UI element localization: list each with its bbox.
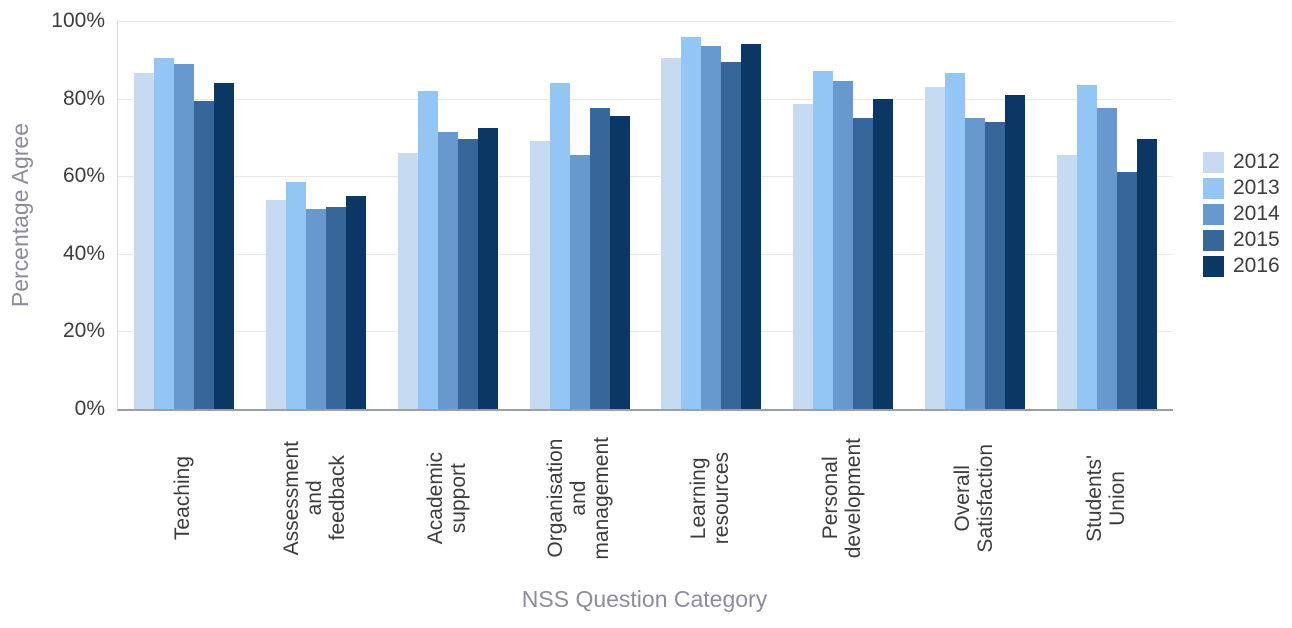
bar	[549, 83, 570, 409]
legend-swatch	[1203, 255, 1224, 277]
legend-label: 2012	[1233, 150, 1280, 173]
bar	[1137, 139, 1158, 409]
legend-item: 2012	[1203, 149, 1280, 175]
category-label-text: Students' Union	[1083, 454, 1130, 542]
bar	[721, 61, 742, 409]
bar	[325, 207, 346, 409]
bar	[529, 141, 550, 409]
bar	[1097, 108, 1118, 409]
category-label: Teaching	[117, 412, 249, 584]
bar	[173, 63, 194, 409]
category-label: Organisation and management	[513, 412, 645, 584]
legend-item: 2013	[1203, 175, 1280, 201]
legend-swatch	[1203, 177, 1224, 199]
legend-item: 2016	[1203, 253, 1280, 279]
gridline	[118, 21, 1173, 22]
plot-area	[117, 21, 1173, 411]
bar	[569, 154, 590, 409]
bar	[457, 139, 478, 409]
bar	[305, 209, 326, 409]
legend-label: 2014	[1233, 202, 1280, 225]
bar	[985, 121, 1006, 409]
bar	[701, 46, 722, 409]
y-tick-label: 20%	[62, 319, 105, 343]
bar	[477, 127, 498, 409]
legend: 2012 2013 2014 2015 2016	[1203, 149, 1280, 279]
category-label: Academic support	[381, 412, 513, 584]
bar	[945, 73, 966, 409]
bar	[1117, 172, 1138, 409]
legend-item: 2014	[1203, 201, 1280, 227]
bar	[873, 98, 894, 409]
legend-swatch	[1203, 229, 1224, 251]
legend-swatch	[1203, 203, 1224, 225]
legend-label: 2013	[1233, 176, 1280, 199]
category-label: Overall Satisfaction	[908, 412, 1040, 584]
bar	[1005, 94, 1026, 409]
category-label: Students' Union	[1040, 412, 1172, 584]
bar	[681, 36, 702, 409]
y-tick-label: 100%	[51, 9, 105, 32]
legend-label: 2015	[1233, 228, 1280, 251]
y-tick-label: 40%	[62, 241, 105, 265]
category-label-text: Academic support	[423, 451, 470, 545]
bar	[133, 73, 154, 409]
y-axis-title-text: Percentage Agree	[6, 122, 33, 308]
category-label-text: Teaching	[171, 455, 195, 541]
bar	[925, 87, 946, 409]
legend-label: 2016	[1233, 254, 1280, 277]
category-label: Assessment and feedback	[249, 412, 381, 584]
bar	[437, 131, 458, 409]
category-label-text: Assessment and feedback	[280, 440, 350, 556]
category-label: Learning resources	[645, 412, 777, 584]
category-label-text: Personal development	[819, 437, 866, 559]
category-label-text: Organisation and management	[544, 436, 614, 560]
bar	[213, 83, 234, 409]
x-axis-title: NSS Question Category	[521, 586, 768, 612]
y-tick-label: 60%	[62, 164, 105, 188]
bar	[589, 108, 610, 409]
category-label-text: Overall Satisfaction	[951, 443, 998, 553]
bar	[609, 116, 630, 409]
bar	[193, 100, 214, 409]
bar	[793, 104, 814, 409]
legend-swatch	[1203, 151, 1224, 173]
bar	[345, 195, 366, 409]
bar	[661, 57, 682, 409]
category-label: Personal development	[776, 412, 908, 584]
bar	[417, 90, 438, 409]
gridline	[118, 176, 1173, 178]
bar	[853, 118, 874, 409]
bar	[153, 57, 174, 409]
legend-item: 2015	[1203, 227, 1280, 253]
bar	[1077, 85, 1098, 409]
gridline	[118, 253, 1173, 255]
bar	[833, 81, 854, 409]
gridline	[118, 331, 1173, 333]
bar	[741, 44, 762, 409]
bar	[285, 182, 306, 409]
category-label-text: Learning resources	[687, 451, 734, 545]
bar	[265, 199, 286, 409]
bar	[813, 71, 834, 409]
y-axis-title: Percentage Agree	[2, 21, 38, 409]
gridline	[118, 98, 1173, 100]
y-tick-label: 80%	[62, 86, 105, 110]
bar	[397, 152, 418, 409]
y-tick-label: 0%	[74, 397, 105, 420]
bar	[965, 118, 986, 409]
bar	[1057, 154, 1078, 409]
